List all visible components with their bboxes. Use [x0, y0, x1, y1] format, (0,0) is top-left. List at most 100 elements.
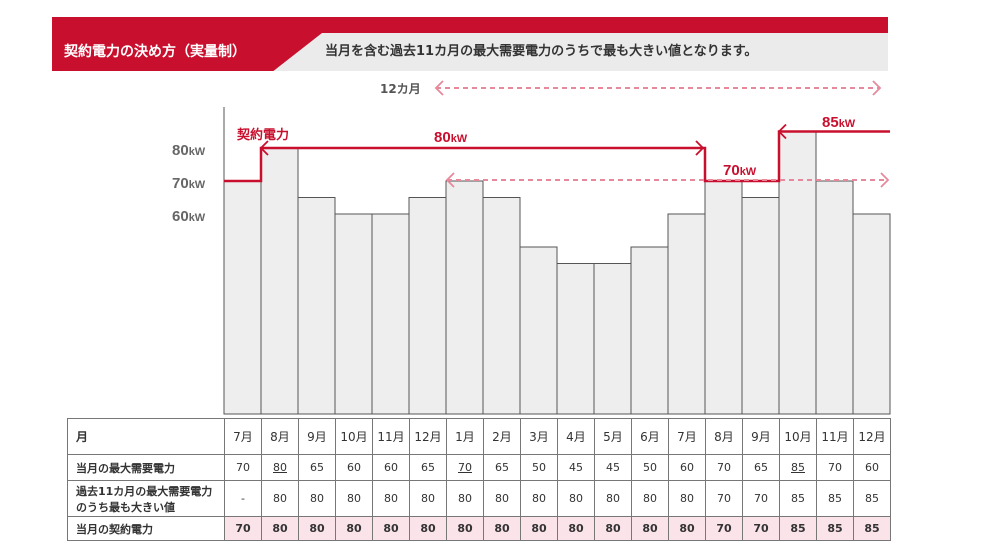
- annotation-layer: [224, 80, 890, 188]
- bar-15: [741, 197, 780, 415]
- contract-row-cell: 80: [372, 516, 410, 541]
- contract-row-cell: 80: [483, 516, 521, 541]
- bar-4: [334, 213, 373, 415]
- max-demand-row-cell: 65: [298, 454, 336, 481]
- y-tick-label-70: 70kW: [172, 175, 206, 192]
- past-max-row-cell: 80: [557, 480, 595, 517]
- past-max-row-cell: 80: [298, 480, 336, 517]
- max-demand-row-cell: 65: [409, 454, 447, 481]
- bar-6: [408, 197, 447, 415]
- max-demand-row-header: 当月の最大需要電力: [67, 454, 225, 481]
- contract-power-label: 契約電力: [236, 127, 289, 143]
- y-tick-label-60: 60kW: [172, 208, 206, 225]
- past-max-row-cell: 85: [816, 480, 854, 517]
- twelve-month-label: 12カ月: [380, 82, 421, 96]
- twelve-month-left-arrow: [434, 80, 444, 96]
- month-row-cell: 3月: [520, 418, 558, 455]
- contract-row-cell: 80: [261, 516, 299, 541]
- contract-row-cell: 80: [520, 516, 558, 541]
- max-demand-row-cell: 60: [335, 454, 373, 481]
- past-max-row-cell: 85: [779, 480, 817, 517]
- bar-9: [519, 246, 558, 415]
- max-demand-row-cell: 45: [557, 454, 595, 481]
- contract-row-cell: 80: [298, 516, 336, 541]
- past-max-row-cell: -: [224, 480, 262, 517]
- past-max-row-cell: 80: [409, 480, 447, 517]
- month-row-cell: 7月: [668, 418, 706, 455]
- eleven-month-left-arrow: [445, 172, 455, 188]
- bar-1: [223, 180, 262, 415]
- max-demand-row-cell: 45: [594, 454, 632, 481]
- data-table: 月 7月 8月 9月 10月 11月 12月 1月 2月 3月 4月 5月 6月 7月 8月 9月 10月 11月…: [67, 418, 891, 541]
- max-demand-row-cell: 50: [631, 454, 669, 481]
- month-row-cell: 8月: [261, 418, 299, 455]
- contract-row-cell: 85: [853, 516, 891, 541]
- past-max-row-cell: 80: [594, 480, 632, 517]
- contract-row-cell: 80: [335, 516, 373, 541]
- past-max-row-cell: 70: [742, 480, 780, 517]
- past-max-row-cell: 70: [705, 480, 743, 517]
- past-max-row: 過去11カ月の最大需要電力 のうち最も大きい値 -80 80 80 80 80 80 80 80 8…: [67, 480, 891, 517]
- month-row-cell: 10月: [779, 418, 817, 455]
- contract-row-cell: 80: [668, 516, 706, 541]
- bar-10: [556, 263, 595, 415]
- y-tick-unit: kW: [189, 146, 206, 158]
- bar-7: [445, 180, 484, 415]
- month-row-cell: 6月: [631, 418, 669, 455]
- page-description: 当月を含む過去11カ月の最大需要電力のうちで最も大きい値となります。: [325, 44, 758, 59]
- eleven-month-right-arrow: [880, 172, 890, 188]
- bar-16: [778, 131, 817, 415]
- past-max-row-header: 過去11カ月の最大需要電力 のうち最も大きい値: [67, 480, 225, 517]
- twelve-month-right-arrow: [872, 80, 882, 96]
- month-row: 月 7月 8月 9月 10月 11月 12月 1月 2月 3月 4月 5月 6月 7月 8月 9月 10月 11月…: [67, 418, 891, 455]
- bar-2: [260, 147, 299, 415]
- past-max-row-header-line2: のうち最も大きい値: [76, 500, 175, 514]
- bar-3: [297, 197, 336, 415]
- contract-85-start-arrow: [777, 123, 787, 140]
- max-demand-row-cell: 85: [779, 454, 817, 481]
- contract-row-cell: 70: [224, 516, 262, 541]
- contract-80-start-arrow: [259, 140, 269, 156]
- header-title-tab: [52, 33, 322, 71]
- month-row-cell: 9月: [298, 418, 336, 455]
- level-85-label-unit: kW: [839, 118, 856, 130]
- max-demand-row-cell: 60: [372, 454, 410, 481]
- month-row-cell: 4月: [557, 418, 595, 455]
- y-tick-label-80: 80kW: [172, 142, 206, 159]
- past-max-row-cell: 80: [446, 480, 484, 517]
- past-max-row-cell: 80: [261, 480, 299, 517]
- max-demand-row-cell: 65: [483, 454, 521, 481]
- max-demand-row-cell: 60: [668, 454, 706, 481]
- month-row-cell: 1月: [446, 418, 484, 455]
- bar-11: [593, 263, 632, 415]
- y-tick-unit: kW: [189, 212, 206, 224]
- page-title: 契約電力の決め方（実量制）: [64, 44, 246, 60]
- past-max-row-cell: 80: [335, 480, 373, 517]
- month-row-cell: 5月: [594, 418, 632, 455]
- month-row-cell: 9月: [742, 418, 780, 455]
- month-row-cell: 7月: [224, 418, 262, 455]
- contract-row-cell: 70: [742, 516, 780, 541]
- contract-row-cell: 80: [631, 516, 669, 541]
- max-demand-row-cell: 50: [520, 454, 558, 481]
- month-row-cell: 10月: [335, 418, 373, 455]
- y-tick-unit: kW: [189, 179, 206, 191]
- level-80-label-unit: kW: [451, 133, 468, 145]
- level-80-label: 80kW: [434, 129, 468, 146]
- max-demand-row-cell: 70: [446, 454, 484, 481]
- month-row-cell: 11月: [816, 418, 854, 455]
- bar-13: [667, 213, 706, 415]
- bar-8: [482, 197, 521, 415]
- past-max-row-cell: 80: [631, 480, 669, 517]
- max-demand-row: 当月の最大需要電力 70 80 65 60 60 65 70 65 50 45 45 50 60 70 65 8…: [67, 454, 891, 481]
- contract-row-cell: 85: [779, 516, 817, 541]
- contract-row-cell: 80: [594, 516, 632, 541]
- contract-row-cell: 80: [446, 516, 484, 541]
- bars-layer: [223, 107, 891, 415]
- past-max-row-header-line1: 過去11カ月の最大需要電力: [76, 484, 213, 498]
- contract-row-cell: 80: [557, 516, 595, 541]
- past-max-row-cell: 80: [483, 480, 521, 517]
- month-row-header: 月: [67, 418, 225, 455]
